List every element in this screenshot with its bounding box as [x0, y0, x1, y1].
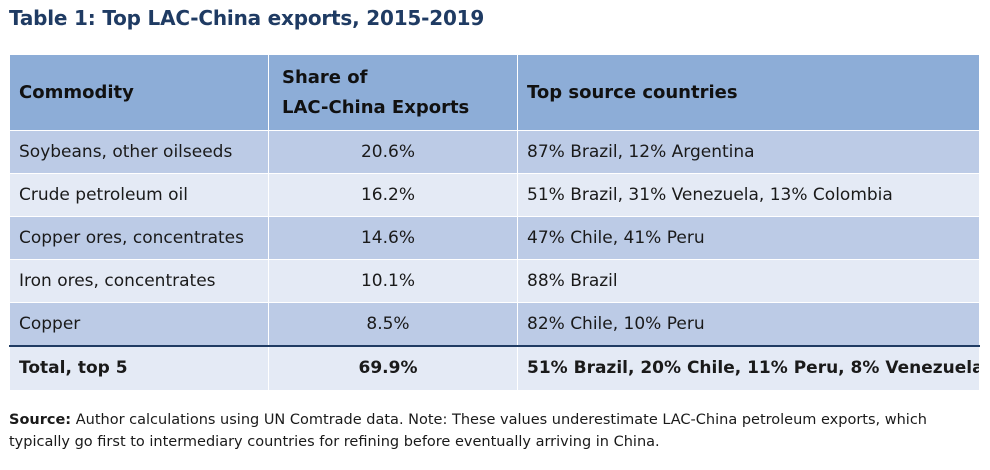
- table-title: Table 1: Top LAC-China exports, 2015-201…: [9, 6, 485, 30]
- cell-countries: 82% Chile, 10% Peru: [517, 302, 980, 346]
- cell-countries: 87% Brazil, 12% Argentina: [517, 130, 980, 174]
- header-row: Commodity Share of LAC-China Exports Top…: [9, 54, 980, 131]
- table-row: Copper 8.5% 82% Chile, 10% Peru: [9, 302, 980, 346]
- cell-share: 8.5%: [268, 302, 518, 346]
- table-row: Iron ores, concentrates 10.1% 88% Brazil: [9, 259, 980, 303]
- header-countries: Top source countries: [517, 54, 980, 131]
- header-share: Share of LAC-China Exports: [268, 54, 518, 131]
- table-row: Copper ores, concentrates 14.6% 47% Chil…: [9, 216, 980, 260]
- cell-share: 20.6%: [268, 130, 518, 174]
- cell-countries: 47% Chile, 41% Peru: [517, 216, 980, 260]
- cell-share: 14.6%: [268, 216, 518, 260]
- total-commodity: Total, top 5: [9, 344, 269, 391]
- cell-countries: 51% Brazil, 31% Venezuela, 13% Colombia: [517, 173, 980, 217]
- cell-commodity: Copper: [9, 302, 269, 346]
- header-share-line1: Share of: [282, 66, 368, 88]
- cell-commodity: Crude petroleum oil: [9, 173, 269, 217]
- source-label: Source:: [9, 412, 72, 428]
- cell-commodity: Copper ores, concentrates: [9, 216, 269, 260]
- total-share: 69.9%: [268, 344, 518, 391]
- table-row: Soybeans, other oilseeds 20.6% 87% Brazi…: [9, 130, 980, 174]
- cell-commodity: Iron ores, concentrates: [9, 259, 269, 303]
- cell-share: 16.2%: [268, 173, 518, 217]
- cell-share: 10.1%: [268, 259, 518, 303]
- header-commodity: Commodity: [9, 54, 269, 131]
- header-share-line2: LAC-China Exports: [282, 96, 470, 118]
- source-text: Author calculations using UN Comtrade da…: [9, 412, 927, 450]
- total-row: Total, top 5 69.9% 51% Brazil, 20% Chile…: [9, 344, 980, 391]
- table-row: Crude petroleum oil 16.2% 51% Brazil, 31…: [9, 173, 980, 217]
- cell-commodity: Soybeans, other oilseeds: [9, 130, 269, 174]
- exports-table: Commodity Share of LAC-China Exports Top…: [9, 54, 980, 391]
- total-countries: 51% Brazil, 20% Chile, 11% Peru, 8% Vene…: [517, 344, 980, 391]
- cell-countries: 88% Brazil: [517, 259, 980, 303]
- source-note: Source: Author calculations using UN Com…: [9, 409, 984, 453]
